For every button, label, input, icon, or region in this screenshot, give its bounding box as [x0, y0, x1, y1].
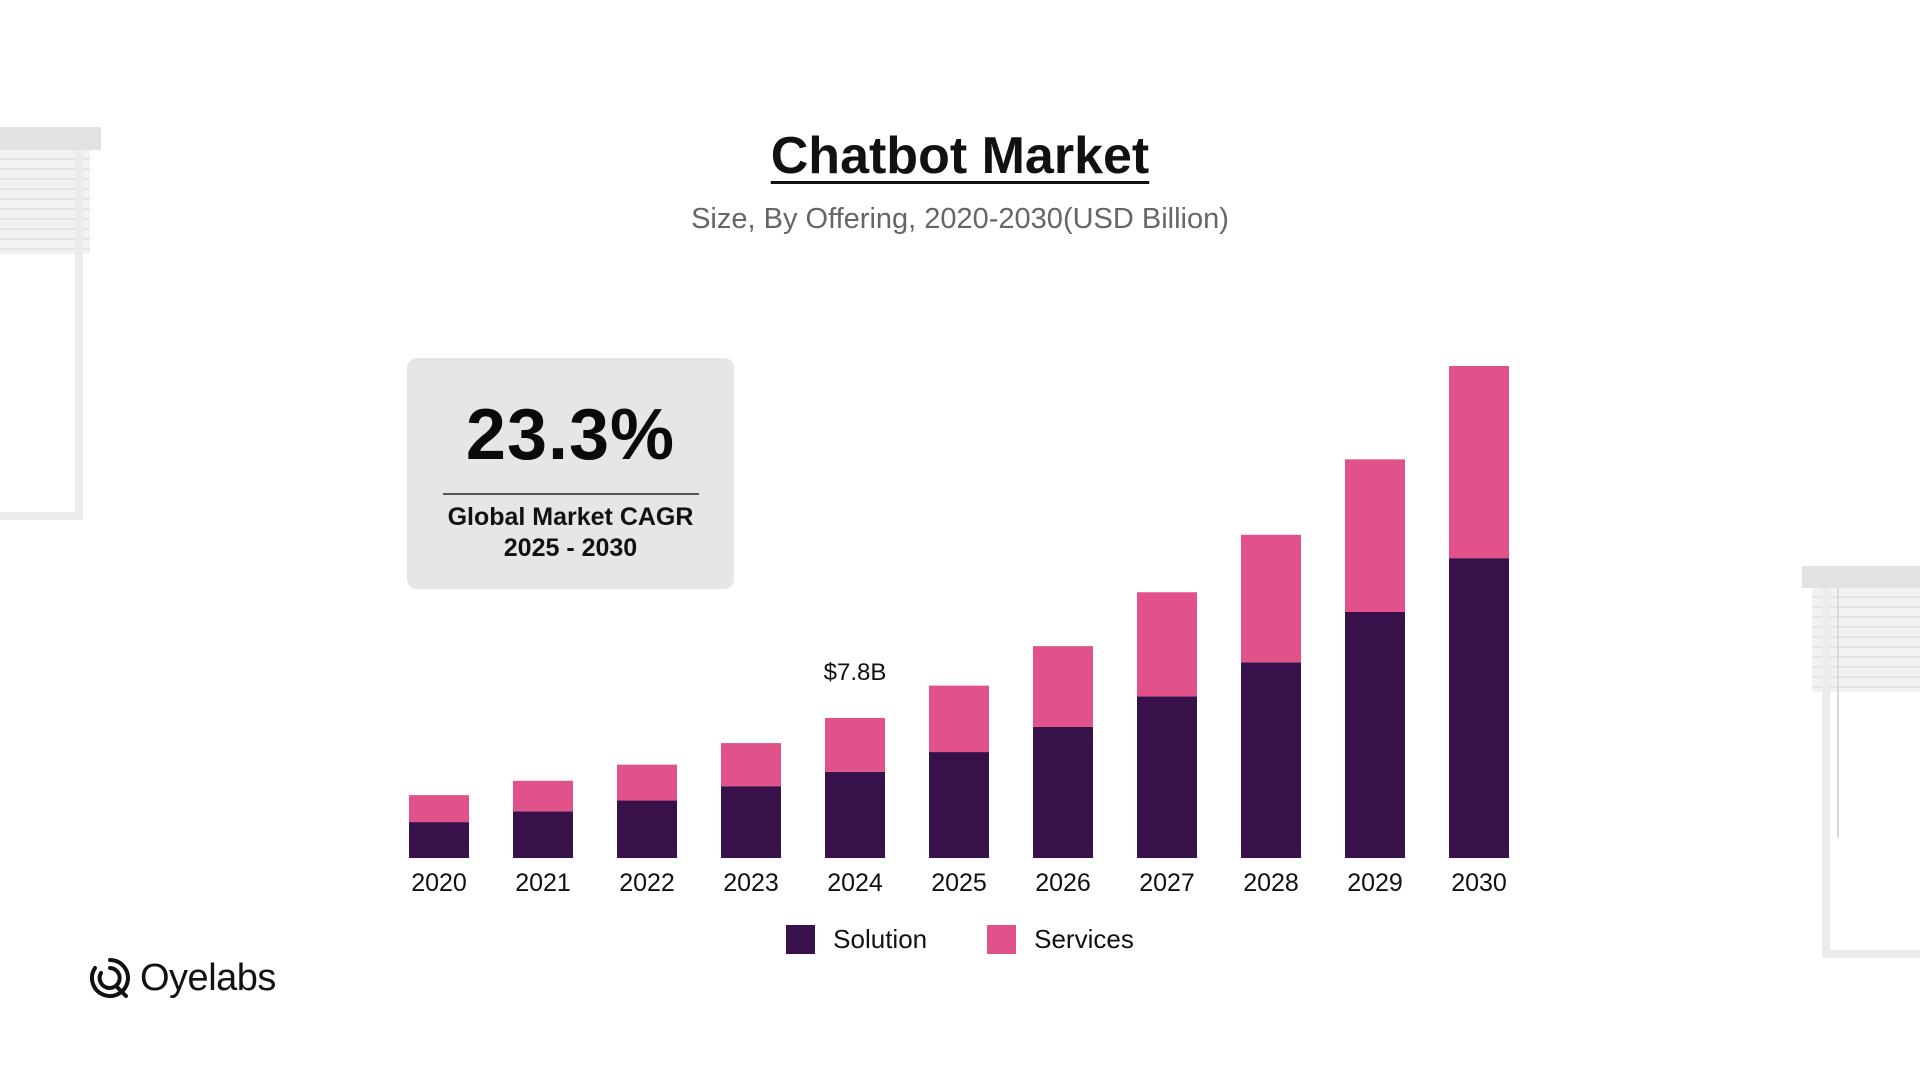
cagr-label-line1: Global Market CAGR — [447, 503, 694, 531]
bar-solution-2021 — [513, 811, 573, 858]
bar-solution-2020 — [409, 822, 469, 858]
bar-services-2026 — [1033, 646, 1093, 727]
bar-services-2022 — [617, 764, 677, 801]
x-tick-label-2023: 2023 — [723, 869, 779, 897]
chart-subtitle: Size, By Offering, 2020-2030(USD Billion… — [691, 203, 1229, 235]
bar-solution-2028 — [1241, 662, 1301, 858]
x-tick-label-2028: 2028 — [1243, 869, 1299, 897]
x-tick-label-2026: 2026 — [1035, 869, 1091, 897]
x-tick-label-2020: 2020 — [411, 869, 467, 897]
right-blind-slats — [1812, 588, 1920, 692]
bar-solution-2026 — [1033, 726, 1093, 858]
chart-title-text: Chatbot Market — [770, 127, 1150, 185]
legend: Solution Services — [0, 924, 1920, 955]
right-blind-head — [1802, 566, 1920, 588]
cagr-value: 23.3% — [465, 395, 676, 475]
x-tick-label-2029: 2029 — [1347, 869, 1403, 897]
x-tick-label-2021: 2021 — [515, 869, 571, 897]
bar-services-2029 — [1345, 459, 1405, 612]
left-blind-head — [0, 127, 101, 150]
right-blind-base — [1822, 950, 1920, 958]
left-blind-pole — [75, 150, 83, 520]
bar-solution-2027 — [1137, 696, 1197, 858]
legend-swatch-solution — [786, 925, 816, 954]
oyelabs-logo-icon — [89, 958, 130, 998]
legend-item-solution: Solution — [786, 924, 927, 955]
bar-solution-2030 — [1449, 558, 1509, 858]
x-tick-label-2024: 2024 — [827, 869, 883, 897]
legend-item-services: Services — [987, 924, 1134, 955]
legend-label-solution: Solution — [833, 924, 928, 954]
right-blind-cord — [1837, 588, 1839, 838]
bar-services-2021 — [513, 780, 573, 812]
left-blind-base — [0, 512, 83, 520]
x-tick-label-2022: 2022 — [619, 869, 675, 897]
right-blind-pole — [1822, 588, 1830, 958]
cagr-divider — [443, 493, 699, 495]
x-tick-label-2025: 2025 — [931, 869, 987, 897]
chart-title: Chatbot Market — [0, 126, 1920, 186]
x-tick-label-2027: 2027 — [1139, 869, 1195, 897]
x-tick-label-2030: 2030 — [1451, 869, 1507, 897]
bar-solution-2029 — [1345, 612, 1405, 858]
cagr-card: 23.3% Global Market CAGR 2025 - 2030 — [407, 358, 734, 589]
bar-solution-2024 — [825, 771, 885, 858]
bar-services-2027 — [1137, 592, 1197, 697]
bar-services-2025 — [929, 685, 989, 753]
bar-services-2028 — [1241, 534, 1301, 663]
legend-label-services: Services — [1034, 924, 1134, 954]
bar-solution-2022 — [617, 800, 677, 858]
legend-swatch-services — [987, 925, 1017, 954]
oyelabs-logo: Oyelabs — [88, 956, 276, 1000]
bar-solution-2025 — [929, 752, 989, 858]
bar-services-2023 — [721, 743, 781, 787]
cagr-label-line2: 2025 - 2030 — [503, 534, 638, 562]
data-label-2024: $7.8B — [824, 659, 887, 686]
bar-solution-2023 — [721, 786, 781, 858]
bar-services-2024 — [825, 717, 885, 772]
bar-services-2020 — [409, 795, 469, 823]
logo-text: Oyelabs — [140, 956, 276, 999]
bar-services-2030 — [1449, 366, 1509, 559]
cagr-label: Global Market CAGR 2025 - 2030 — [407, 502, 734, 564]
